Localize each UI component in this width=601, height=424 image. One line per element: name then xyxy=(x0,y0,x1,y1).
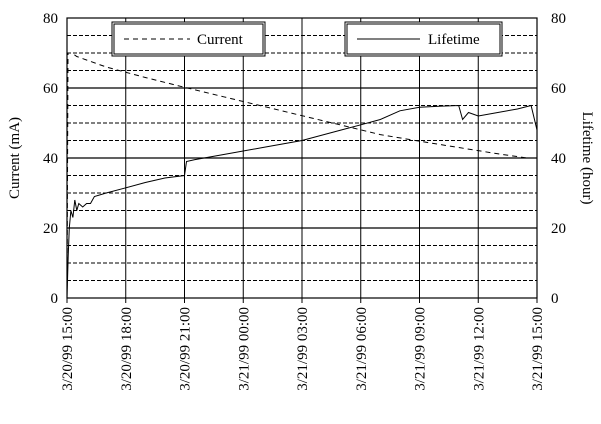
y-left-tick-labels: 0 20 40 60 80 xyxy=(43,11,58,307)
series-lifetime-line xyxy=(66,104,538,299)
y-right-tick-label: 0 xyxy=(551,291,559,307)
x-tick-label: 3/21/99 09:00 xyxy=(413,307,429,391)
y-left-tick-label: 80 xyxy=(43,11,58,27)
legend-lifetime: Lifetime xyxy=(344,21,503,57)
y-left-tick-label: 60 xyxy=(43,81,58,97)
y-right-tick-label: 80 xyxy=(551,11,566,27)
x-tick-label: 3/21/99 03:00 xyxy=(295,307,311,391)
y-left-tick-label: 20 xyxy=(43,221,58,237)
x-tick-label: 3/20/99 18:00 xyxy=(119,307,135,391)
y-left-tick-label: 40 xyxy=(43,151,58,167)
y-axis-right-title: Lifetime (hour) xyxy=(579,112,595,205)
x-tick-label: 3/21/99 15:00 xyxy=(530,307,546,391)
series-group xyxy=(66,52,538,299)
legend-lifetime-label: Lifetime xyxy=(428,32,480,48)
y-right-tick-label: 20 xyxy=(551,221,566,237)
y-axis-left-title: Current (mA) xyxy=(7,117,23,199)
x-tick-label: 3/21/99 00:00 xyxy=(236,307,252,391)
x-tick-label: 3/21/99 06:00 xyxy=(354,307,370,391)
x-tick-label: 3/20/99 15:00 xyxy=(60,307,76,391)
x-tick-label: 3/20/99 21:00 xyxy=(178,307,194,391)
x-tick-labels: 3/20/99 15:00 3/20/99 18:00 3/20/99 21:00 3… xyxy=(60,307,546,391)
legend-current: Current xyxy=(111,21,266,57)
y-right-tick-labels: 0 20 40 60 80 xyxy=(551,11,566,307)
series-current-line xyxy=(66,52,537,299)
y-left-tick-label: 0 xyxy=(51,291,59,307)
y-right-tick-label: 60 xyxy=(551,81,566,97)
x-tick-label: 3/21/99 12:00 xyxy=(471,307,487,391)
axes xyxy=(66,17,538,303)
y-right-tick-label: 40 xyxy=(551,151,566,167)
legend-current-label: Current xyxy=(197,32,244,48)
